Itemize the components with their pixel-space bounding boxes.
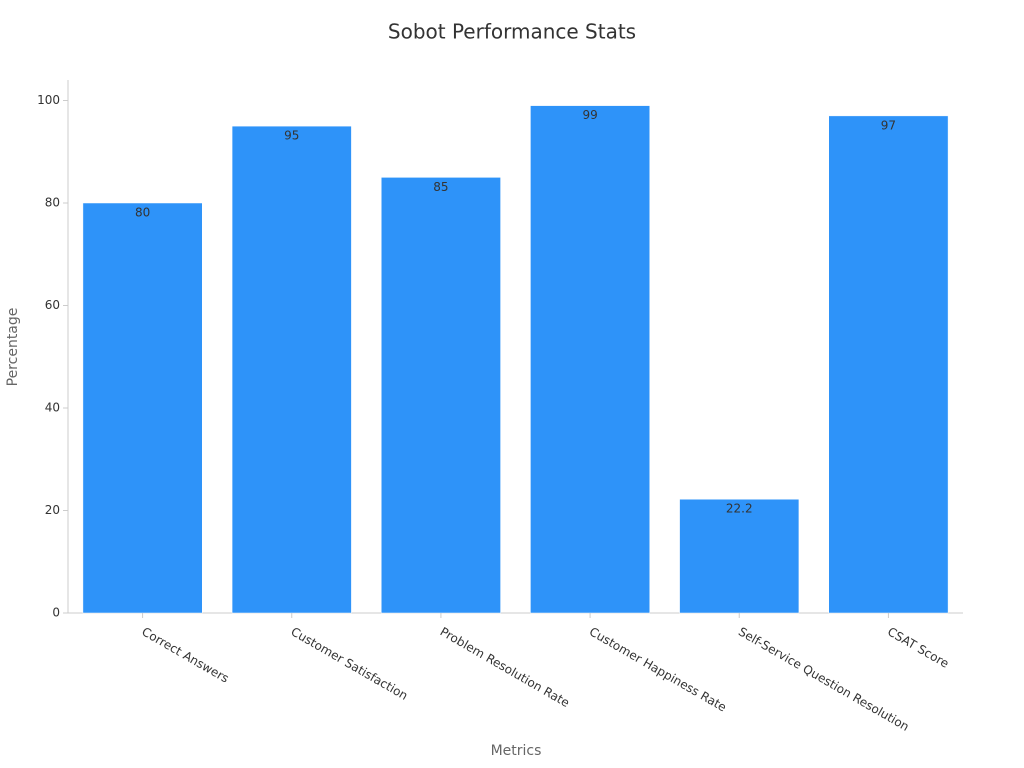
x-tick-label: CSAT Score	[885, 625, 951, 671]
bar	[231, 125, 352, 614]
y-tick-label: 100	[37, 93, 60, 107]
value-label: 97	[881, 118, 896, 132]
bar	[828, 115, 949, 614]
bar	[82, 202, 203, 614]
x-tick-label: Correct Answers	[139, 625, 231, 686]
value-label: 99	[582, 108, 597, 122]
y-tick-label: 0	[52, 606, 60, 620]
bar	[679, 498, 800, 614]
bar	[530, 105, 651, 614]
value-label: 85	[433, 180, 448, 194]
x-tick-label: Problem Resolution Rate	[438, 625, 572, 711]
x-tick-label: Customer Happiness Rate	[587, 625, 729, 715]
chart-title: Sobot Performance Stats	[388, 20, 636, 44]
value-label: 80	[135, 206, 150, 220]
bar	[381, 177, 501, 614]
y-tick-label: 80	[45, 196, 60, 210]
y-axis-label: Percentage	[5, 308, 21, 387]
x-axis-label: Metrics	[491, 743, 542, 759]
y-tick-label: 40	[45, 401, 60, 415]
y-tick-label: 20	[45, 503, 60, 517]
y-tick-label: 60	[45, 298, 60, 312]
x-tick-label: Customer Satisfaction	[289, 625, 411, 703]
value-label: 95	[284, 129, 299, 143]
x-tick-label: Self-Service Question Resolution	[736, 625, 912, 734]
value-label: 22.2	[726, 502, 753, 516]
